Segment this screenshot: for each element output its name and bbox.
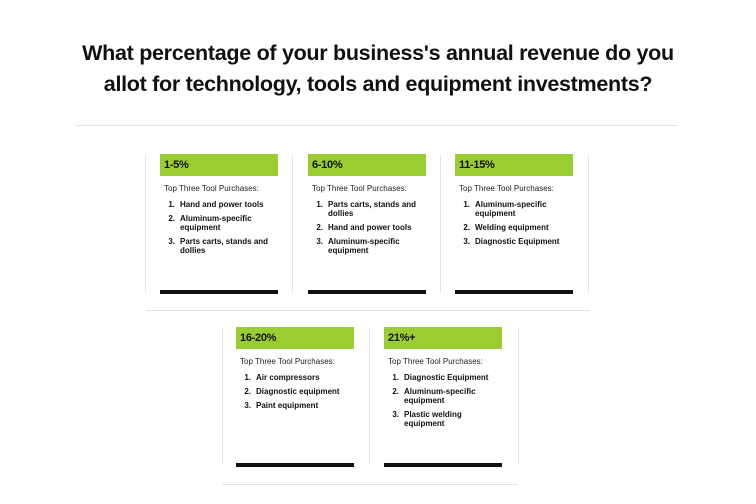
divider-v2 <box>292 155 293 292</box>
item-text: Aluminum-specific equipment <box>475 200 547 218</box>
list-item: 1. Air compressors <box>240 373 352 382</box>
item-text: Hand and power tools <box>328 223 412 232</box>
divider-v4 <box>588 155 589 292</box>
item-number: 1. <box>463 200 470 209</box>
tool-list: 1. Diagnostic Equipment 2. Aluminum-specif… <box>388 373 500 433</box>
divider-v6 <box>369 328 370 465</box>
divider-v1 <box>145 155 146 292</box>
item-number: 3. <box>168 237 175 246</box>
list-item: 2. Welding equipment <box>459 223 571 232</box>
list-item: 1. Hand and power tools <box>164 200 276 209</box>
item-text: Aluminum-specific equipment <box>404 387 476 405</box>
card-subtitle: Top Three Tool Purchases: <box>459 184 554 193</box>
item-number: 2. <box>316 223 323 232</box>
item-number: 3. <box>316 237 323 246</box>
card-underline <box>236 463 354 467</box>
range-card: 1-5% Top Three Tool Purchases: 1. Hand an… <box>146 154 278 294</box>
list-item: 3. Paint equipment <box>240 401 352 410</box>
range-card: 6-10% Top Three Tool Purchases: 1. Parts … <box>294 154 426 294</box>
list-item: 3. Parts carts, stands and dollies <box>164 237 276 255</box>
list-item: 2. Aluminum-specific equipment <box>388 387 500 405</box>
range-card: 21%+ Top Three Tool Purchases: 1. Diagnos… <box>370 327 502 467</box>
card-subtitle: Top Three Tool Purchases: <box>240 357 335 366</box>
title-line-2: allot for technology, tools and equipmen… <box>103 72 653 96</box>
item-number: 3. <box>463 237 470 246</box>
range-label: 16-20% <box>236 327 354 349</box>
page-title: What percentage of your business's annua… <box>40 38 716 100</box>
card-underline <box>455 290 573 294</box>
card-subtitle: Top Three Tool Purchases: <box>164 184 259 193</box>
item-number: 2. <box>463 223 470 232</box>
list-item: 2. Hand and power tools <box>312 223 424 232</box>
item-text: Welding equipment <box>475 223 549 232</box>
card-subtitle: Top Three Tool Purchases: <box>388 357 483 366</box>
item-text: Aluminum-specific equipment <box>328 237 400 255</box>
item-number: 3. <box>392 410 399 419</box>
item-text: Aluminum-specific equipment <box>180 214 252 232</box>
item-text: Air compressors <box>256 373 320 382</box>
tool-list: 1. Parts carts, stands and dollies 2. Hand… <box>312 200 424 260</box>
item-number: 1. <box>392 373 399 382</box>
list-item: 1. Diagnostic Equipment <box>388 373 500 382</box>
range-card: 11-15% Top Three Tool Purchases: 1. Alumi… <box>441 154 573 294</box>
list-item: 2. Diagnostic equipment <box>240 387 352 396</box>
list-item: 1. Parts carts, stands and dollies <box>312 200 424 218</box>
divider-v3 <box>440 155 441 292</box>
item-number: 2. <box>168 214 175 223</box>
middle-divider <box>146 310 590 311</box>
item-text: Diagnostic equipment <box>256 387 340 396</box>
tool-list: 1. Air compressors 2. Diagnostic equipment… <box>240 373 352 415</box>
item-text: Plastic welding equipment <box>404 410 462 428</box>
divider-v7 <box>518 328 519 465</box>
range-label: 6-10% <box>308 154 426 176</box>
item-number: 1. <box>316 200 323 209</box>
range-label: 11-15% <box>455 154 573 176</box>
bottom-divider <box>222 484 518 485</box>
list-item: 1. Aluminum-specific equipment <box>459 200 571 218</box>
list-item: 3. Diagnostic Equipment <box>459 237 571 246</box>
item-text: Hand and power tools <box>180 200 264 209</box>
card-underline <box>308 290 426 294</box>
list-item: 3. Plastic welding equipment <box>388 410 500 428</box>
title-line-1: What percentage of your business's annua… <box>82 41 674 65</box>
divider-v5 <box>222 328 223 465</box>
list-item: 2. Aluminum-specific equipment <box>164 214 276 232</box>
card-underline <box>384 463 502 467</box>
item-number: 2. <box>244 387 251 396</box>
item-number: 2. <box>392 387 399 396</box>
range-label: 21%+ <box>384 327 502 349</box>
item-number: 3. <box>244 401 251 410</box>
item-number: 1. <box>244 373 251 382</box>
card-subtitle: Top Three Tool Purchases: <box>312 184 407 193</box>
tool-list: 1. Aluminum-specific equipment 2. Welding … <box>459 200 571 251</box>
item-text: Parts carts, stands and dollies <box>328 200 417 218</box>
top-divider <box>76 125 678 126</box>
card-underline <box>160 290 278 294</box>
tool-list: 1. Hand and power tools 2. Aluminum-specif… <box>164 200 276 260</box>
item-number: 1. <box>168 200 175 209</box>
item-text: Diagnostic Equipment <box>404 373 489 382</box>
item-text: Paint equipment <box>256 401 319 410</box>
range-label: 1-5% <box>160 154 278 176</box>
range-card: 16-20% Top Three Tool Purchases: 1. Air c… <box>222 327 354 467</box>
list-item: 3. Aluminum-specific equipment <box>312 237 424 255</box>
item-text: Diagnostic Equipment <box>475 237 560 246</box>
item-text: Parts carts, stands and dollies <box>180 237 269 255</box>
